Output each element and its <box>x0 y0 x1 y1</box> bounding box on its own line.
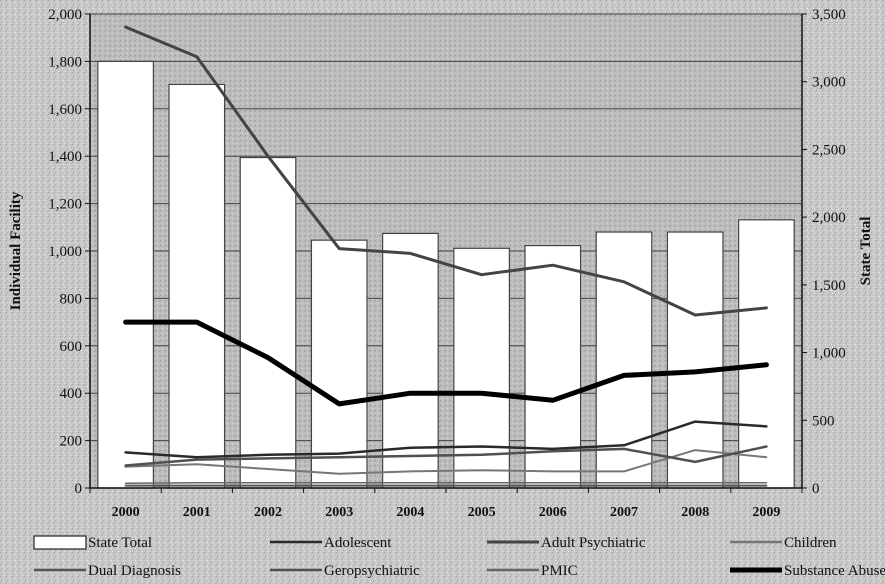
left-tick-label: 1,800 <box>48 54 82 70</box>
left-tick-label: 1,200 <box>48 197 82 213</box>
series-line-substance-abuse <box>123 319 769 407</box>
right-tick-label: 1,000 <box>812 346 846 362</box>
right-tick-label: 2,500 <box>812 142 846 158</box>
right-tick-label: 0 <box>812 481 820 497</box>
x-tick-label: 2009 <box>752 505 780 520</box>
right-tick-label: 1,500 <box>812 278 846 294</box>
right-tick-label: 3,000 <box>812 75 846 91</box>
bar-state-total <box>453 247 510 489</box>
x-tick-label: 2006 <box>539 505 567 520</box>
y-axis-left-label: Individual Facility <box>8 191 24 310</box>
bar-state-total <box>666 231 724 489</box>
bar-state-total <box>310 239 368 489</box>
left-tick-label: 600 <box>60 339 83 355</box>
bar-state-total <box>382 232 439 489</box>
series-line-geropsychiatric <box>124 445 768 467</box>
state-total-bars <box>97 60 795 489</box>
left-axis-ticks: 0 200 400 600 800 1,000 1,200 1,400 1,600 1,800 2,… <box>48 7 90 497</box>
legend-label-geropsychiatric: Geropsychiatric <box>324 563 420 579</box>
x-tick-label: 2002 <box>254 505 282 520</box>
right-tick-label: 3,500 <box>812 7 846 23</box>
left-tick-label: 400 <box>60 386 83 402</box>
bar-state-total <box>168 83 226 489</box>
legend-swatch-state-total <box>33 535 87 550</box>
left-tick-label: 0 <box>75 481 83 497</box>
x-tick-label: 2008 <box>681 505 709 520</box>
bar-state-total <box>97 60 154 489</box>
right-tick-label: 2,000 <box>812 210 846 226</box>
legend-label-children: Children <box>784 535 837 551</box>
x-tick-label: 2004 <box>396 505 424 520</box>
left-tick-label: 800 <box>60 291 83 307</box>
left-tick-label: 1,400 <box>48 149 82 165</box>
legend-label-pmic: PMIC <box>541 563 578 579</box>
legend-label-substance-abuse: Substance Abuse <box>784 563 885 579</box>
legend-label-state-total: State Total <box>88 535 152 551</box>
left-tick-label: 2,000 <box>48 7 82 23</box>
series-line-adolescent <box>124 420 768 459</box>
right-axis-ticks: 0 500 1,000 1,500 2,000 2,500 3,000 3,500 <box>802 7 846 497</box>
y-axis-right-label: State Total <box>858 217 874 286</box>
x-tick-label: 2000 <box>112 505 140 520</box>
right-tick-label: 500 <box>812 413 835 429</box>
series-line-pmic <box>124 482 768 485</box>
series-lines <box>123 25 769 487</box>
x-tick-label: 2007 <box>610 505 638 520</box>
bar-state-total <box>239 156 297 489</box>
legend-label-dual-diagnosis: Dual Diagnosis <box>88 563 181 579</box>
series-line-children <box>124 449 768 475</box>
series-line-adult-psychiatric <box>124 25 768 317</box>
legend-label-adolescent: Adolescent <box>324 535 392 551</box>
legend: State Total Adolescent Adult Psychiatric Ch… <box>33 535 885 579</box>
left-tick-label: 1,000 <box>48 244 82 260</box>
x-tick-label: 2003 <box>325 505 353 520</box>
x-tick-label: 2001 <box>183 505 211 520</box>
x-axis-ticks: 2000 2001 2002 2003 2004 2005 2006 2007 2008 2009 <box>89 488 803 520</box>
left-tick-label: 200 <box>60 434 83 450</box>
legend-label-adult-psychiatric: Adult Psychiatric <box>541 535 646 551</box>
left-tick-label: 1,600 <box>48 102 82 118</box>
x-tick-label: 2005 <box>468 505 496 520</box>
